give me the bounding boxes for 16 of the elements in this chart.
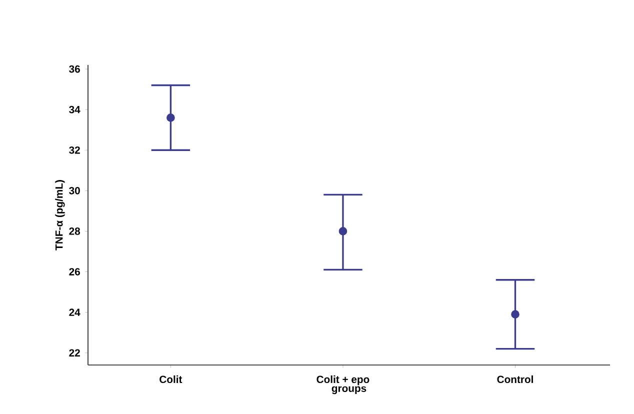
y-tick-label: 28 bbox=[69, 228, 80, 235]
point bbox=[338, 227, 348, 236]
y-tick-label: 30 bbox=[69, 186, 80, 194]
x-axis-title: groups bbox=[332, 386, 366, 394]
y-tick-label: 36 bbox=[69, 65, 80, 73]
x-tick-label: Control bbox=[497, 375, 533, 384]
y-tick-label: 34 bbox=[69, 106, 80, 114]
y-tick-label: 24 bbox=[69, 308, 80, 316]
y-tick-label: 22 bbox=[69, 349, 80, 356]
y-tick-label: 32 bbox=[69, 146, 80, 154]
y-axis-title: TNF-α (pg/mL) bbox=[55, 180, 65, 250]
y-tick-label: 26 bbox=[69, 268, 80, 276]
point bbox=[166, 114, 175, 122]
x-tick-label: Colit + epo bbox=[316, 375, 370, 386]
x-tick-label: Colit bbox=[160, 375, 182, 384]
point bbox=[511, 310, 520, 318]
